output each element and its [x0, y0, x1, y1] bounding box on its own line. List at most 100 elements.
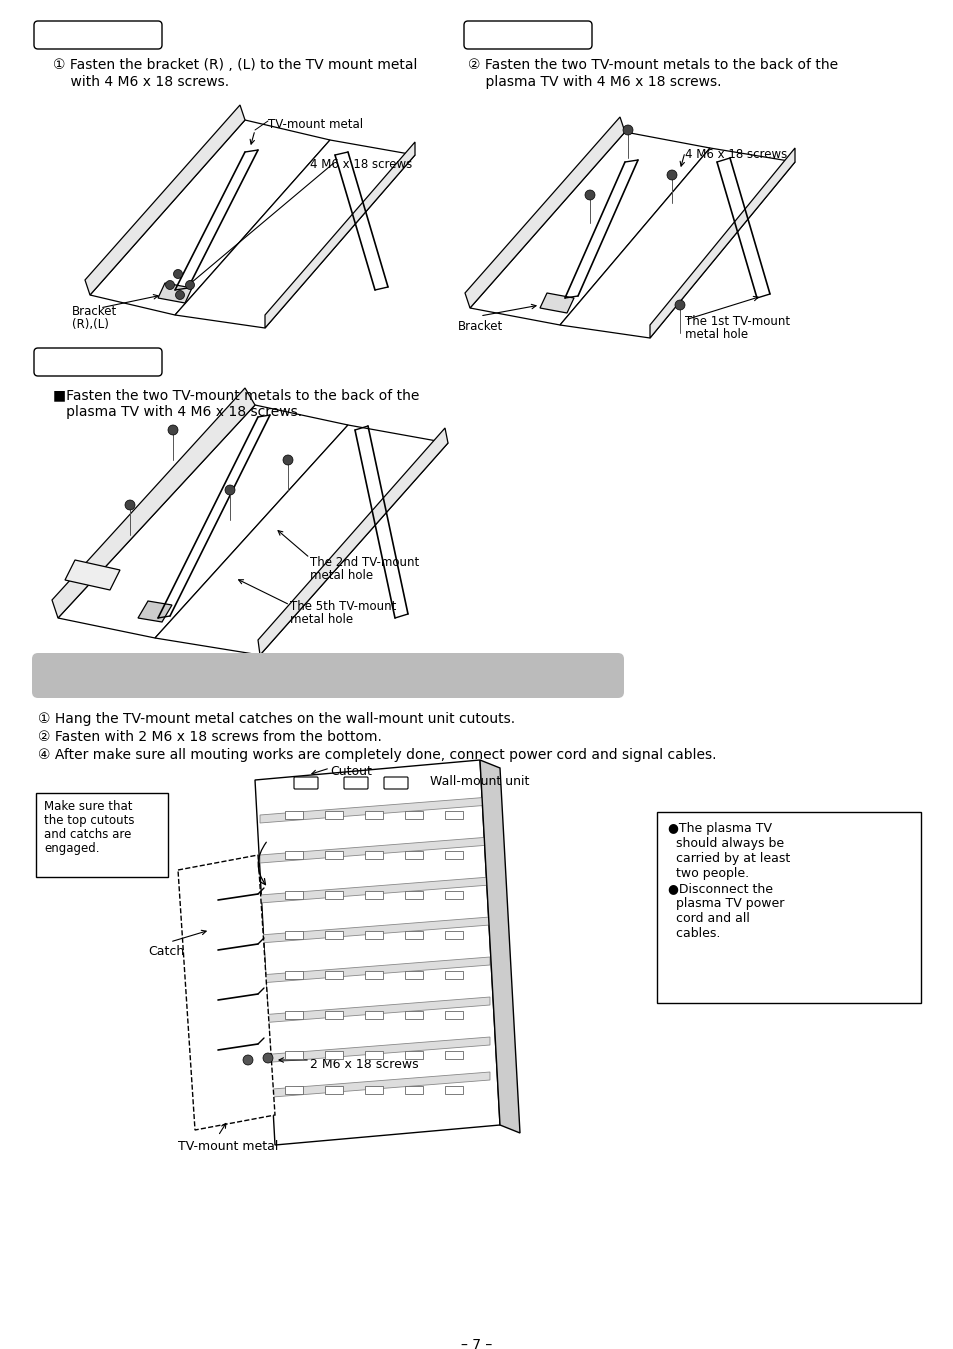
Bar	[285, 971, 303, 979]
Text: TV-mount metal: TV-mount metal	[178, 1140, 278, 1153]
Text: plasma TV with 4 M6 x 18 screws.: plasma TV with 4 M6 x 18 screws.	[53, 405, 302, 420]
Polygon shape	[260, 997, 490, 1023]
Polygon shape	[539, 293, 574, 313]
Bar	[444, 931, 462, 939]
Text: Bracket: Bracket	[71, 305, 117, 318]
Bar	[365, 890, 382, 898]
Polygon shape	[65, 560, 120, 590]
Polygon shape	[257, 428, 448, 656]
Text: ① Hang the TV-mount metal catches on the wall-mount unit cutouts.: ① Hang the TV-mount metal catches on the…	[38, 712, 515, 726]
FancyBboxPatch shape	[34, 348, 162, 376]
Polygon shape	[559, 148, 794, 339]
Text: plasma TV power: plasma TV power	[667, 897, 783, 911]
Circle shape	[173, 270, 182, 278]
Polygon shape	[154, 425, 448, 656]
Polygon shape	[158, 283, 192, 304]
Polygon shape	[260, 956, 490, 983]
Bar	[325, 1086, 343, 1094]
Polygon shape	[260, 797, 490, 823]
Text: ① Fasten the bracket (R) , (L) to the TV mount metal: ① Fasten the bracket (R) , (L) to the TV…	[53, 58, 417, 71]
Circle shape	[243, 1055, 253, 1064]
FancyBboxPatch shape	[657, 812, 920, 1004]
Polygon shape	[265, 142, 415, 328]
FancyBboxPatch shape	[294, 777, 317, 789]
Text: should always be: should always be	[667, 836, 783, 850]
Text: ■Fasten the two TV-mount metals to the back of the: ■Fasten the two TV-mount metals to the b…	[53, 389, 419, 402]
Polygon shape	[260, 836, 490, 863]
Polygon shape	[58, 405, 348, 638]
Bar	[405, 890, 422, 898]
Bar	[285, 1086, 303, 1094]
Text: The 5th TV-mount: The 5th TV-mount	[290, 600, 395, 612]
Polygon shape	[479, 759, 519, 1133]
Bar	[285, 811, 303, 819]
FancyBboxPatch shape	[36, 793, 168, 877]
Bar	[444, 1086, 462, 1094]
Bar	[365, 1086, 382, 1094]
Text: ② Fasten with 2 M6 x 18 screws from the bottom.: ② Fasten with 2 M6 x 18 screws from the …	[38, 730, 381, 745]
Text: with 4 M6 x 18 screws.: with 4 M6 x 18 screws.	[53, 76, 229, 89]
Text: The 1st TV-mount: The 1st TV-mount	[684, 316, 789, 328]
Polygon shape	[174, 140, 415, 328]
Circle shape	[263, 1054, 273, 1063]
Text: plasma TV with 4 M6 x 18 screws.: plasma TV with 4 M6 x 18 screws.	[468, 76, 720, 89]
Polygon shape	[178, 855, 274, 1130]
Bar	[285, 851, 303, 859]
Bar	[405, 811, 422, 819]
Polygon shape	[470, 132, 709, 325]
Bar	[285, 1051, 303, 1059]
Text: Make sure that: Make sure that	[44, 800, 132, 813]
FancyBboxPatch shape	[344, 777, 368, 789]
Bar	[325, 890, 343, 898]
Bar	[325, 1051, 343, 1059]
Text: cord and all: cord and all	[667, 912, 749, 925]
Polygon shape	[52, 389, 254, 618]
Text: 4 M6 x 18 screws: 4 M6 x 18 screws	[684, 148, 786, 161]
Bar	[325, 851, 343, 859]
Text: two people.: two people.	[667, 867, 748, 880]
Bar	[285, 1010, 303, 1018]
Bar	[325, 811, 343, 819]
Bar	[444, 811, 462, 819]
Circle shape	[175, 290, 184, 299]
Text: ④ After make sure all mouting works are completely done, connect power cord and : ④ After make sure all mouting works are …	[38, 747, 716, 762]
Polygon shape	[260, 877, 490, 902]
Bar	[444, 1051, 462, 1059]
Text: Catch: Catch	[148, 946, 184, 958]
Circle shape	[622, 125, 633, 135]
Text: ●The plasma TV: ●The plasma TV	[667, 822, 771, 835]
Text: Bracket: Bracket	[457, 320, 503, 333]
Bar	[365, 971, 382, 979]
Text: Cutout: Cutout	[330, 765, 372, 778]
Text: metal hole: metal hole	[684, 328, 747, 341]
Bar	[405, 1010, 422, 1018]
Bar	[325, 931, 343, 939]
Bar	[365, 1051, 382, 1059]
Circle shape	[283, 455, 293, 465]
Bar	[365, 931, 382, 939]
Text: 4 M6 x 18 screws: 4 M6 x 18 screws	[310, 158, 412, 171]
Text: ●Disconnect the: ●Disconnect the	[667, 882, 772, 894]
Bar	[325, 971, 343, 979]
Text: cables.: cables.	[667, 927, 720, 940]
Polygon shape	[260, 917, 490, 943]
Bar	[405, 931, 422, 939]
Text: (R),(L): (R),(L)	[71, 318, 109, 331]
Text: Wall-mount unit: Wall-mount unit	[430, 774, 529, 788]
Polygon shape	[138, 602, 172, 622]
Circle shape	[675, 299, 684, 310]
Circle shape	[584, 190, 595, 200]
Circle shape	[666, 170, 677, 179]
Bar	[405, 971, 422, 979]
Text: – 7 –: – 7 –	[461, 1338, 492, 1349]
Bar	[444, 1010, 462, 1018]
Bar	[365, 1010, 382, 1018]
Circle shape	[225, 486, 234, 495]
Text: and catchs are: and catchs are	[44, 828, 132, 840]
Bar	[365, 851, 382, 859]
FancyBboxPatch shape	[32, 653, 623, 697]
Polygon shape	[90, 120, 330, 316]
Bar	[285, 931, 303, 939]
Text: engaged.: engaged.	[44, 842, 99, 855]
Bar	[444, 890, 462, 898]
